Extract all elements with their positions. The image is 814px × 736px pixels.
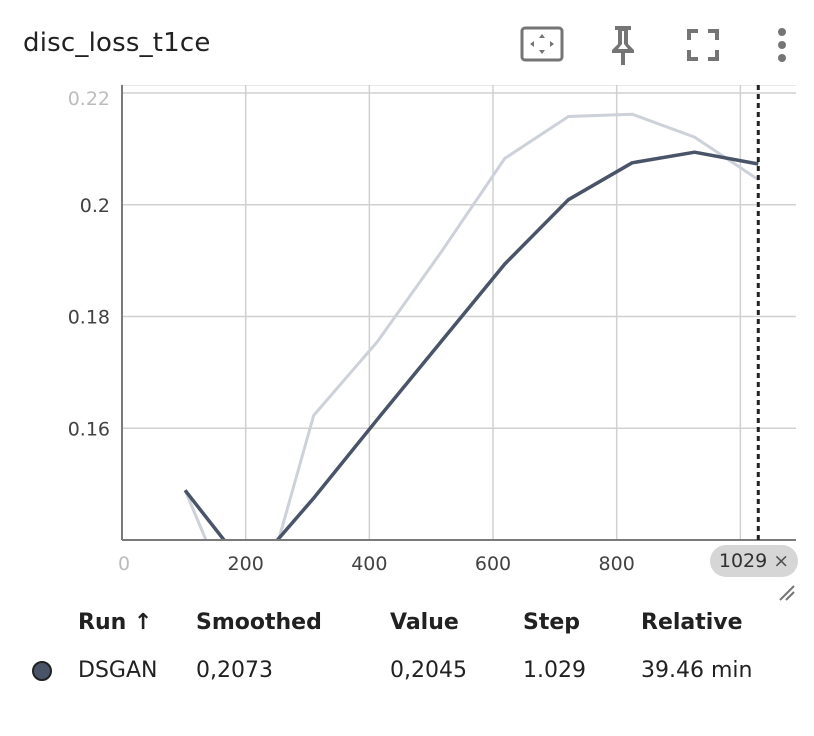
y-tick-label: 0.18 xyxy=(68,307,110,329)
x-tick-label: 400 xyxy=(351,553,387,575)
header-run[interactable]: Run ↑ xyxy=(78,609,153,635)
x-tick-label: 600 xyxy=(475,553,511,575)
y-tick-label: 0.16 xyxy=(68,418,110,440)
series-line-smoothed xyxy=(183,150,759,540)
header-spacer xyxy=(28,602,78,646)
step-cursor-value: 1029 xyxy=(718,550,768,572)
header-smoothed[interactable]: Smoothed xyxy=(196,609,322,635)
header-relative[interactable]: Relative xyxy=(641,609,743,635)
x-tick-label: 200 xyxy=(228,553,264,575)
fullscreen-button[interactable] xyxy=(678,20,728,70)
resize-handle-icon[interactable] xyxy=(778,584,796,602)
x-tick-label: 800 xyxy=(599,553,635,575)
fit-domain-button[interactable] xyxy=(517,20,567,70)
y-tick-label: 0.22 xyxy=(68,88,110,110)
cell-step: 1.029 xyxy=(523,657,586,683)
x-tick-label: 0 xyxy=(118,553,130,575)
chart-grid xyxy=(122,85,796,540)
runs-table-header: Run ↑ Smoothed Value Step Relative xyxy=(28,602,781,646)
header-step[interactable]: Step xyxy=(523,609,581,635)
card-header: disc_loss_t1ce xyxy=(0,0,814,90)
chart-title: disc_loss_t1ce xyxy=(23,28,211,58)
table-row[interactable]: DSGAN 0,2073 0,2045 1.029 39.46 min xyxy=(28,646,781,694)
fit-domain-icon xyxy=(520,26,564,62)
run-color-cell xyxy=(28,646,78,694)
cell-relative: 39.46 min xyxy=(641,657,753,683)
chart-tick-labels: 0.16 0.18 0.2 0.22 0 200 400 600 800 xyxy=(68,88,635,575)
chart-axes xyxy=(121,85,796,541)
series-line-raw xyxy=(183,112,760,540)
more-options-button[interactable] xyxy=(757,20,807,70)
cell-smoothed: 0,2073 xyxy=(196,657,273,683)
line-chart[interactable]: 0.16 0.18 0.2 0.22 0 200 400 600 800 xyxy=(0,85,814,575)
close-icon[interactable]: × xyxy=(773,550,790,572)
pin-icon xyxy=(612,26,634,65)
header-value[interactable]: Value xyxy=(390,609,459,635)
run-color-swatch xyxy=(32,660,52,681)
chart-series xyxy=(183,112,760,540)
pin-button[interactable] xyxy=(598,20,648,70)
more-vert-icon xyxy=(778,28,786,62)
y-tick-label: 0.2 xyxy=(80,195,110,217)
cell-value: 0,2045 xyxy=(390,657,467,683)
runs-table: Run ↑ Smoothed Value Step Relative DSGAN… xyxy=(28,602,781,694)
cell-run: DSGAN xyxy=(78,657,158,683)
fullscreen-icon xyxy=(687,29,719,61)
step-cursor-tag[interactable]: 1029 × xyxy=(710,545,798,577)
